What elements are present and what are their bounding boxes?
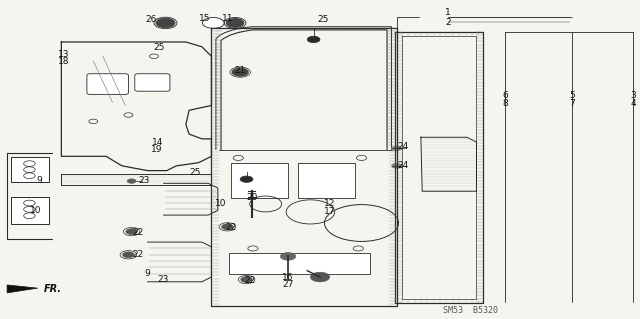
- Circle shape: [127, 179, 136, 183]
- Text: 22: 22: [225, 223, 236, 232]
- Bar: [298, 163, 355, 197]
- Text: 18: 18: [58, 57, 69, 66]
- Text: 22: 22: [132, 228, 143, 237]
- Text: 11: 11: [221, 14, 233, 23]
- Text: 9: 9: [36, 176, 42, 185]
- Circle shape: [240, 176, 253, 182]
- Text: 27: 27: [282, 280, 294, 289]
- Circle shape: [392, 163, 402, 168]
- Circle shape: [226, 19, 244, 27]
- Text: 10: 10: [215, 199, 227, 208]
- Text: 12: 12: [324, 199, 335, 208]
- Text: 22: 22: [244, 276, 255, 285]
- Circle shape: [392, 146, 402, 151]
- Bar: [229, 253, 370, 274]
- Bar: [230, 163, 288, 197]
- Text: 4: 4: [630, 100, 636, 108]
- Text: 10: 10: [30, 206, 42, 215]
- Circle shape: [232, 68, 248, 76]
- Text: 23: 23: [158, 275, 169, 284]
- Text: FR.: FR.: [44, 284, 62, 294]
- Text: 25: 25: [154, 43, 164, 52]
- Text: 22: 22: [132, 250, 143, 259]
- FancyBboxPatch shape: [11, 157, 49, 182]
- Text: 15: 15: [199, 14, 211, 23]
- Text: 7: 7: [570, 100, 575, 108]
- Text: 23: 23: [139, 176, 150, 185]
- Text: 19: 19: [152, 145, 163, 154]
- Text: 1: 1: [445, 8, 451, 17]
- Text: 3: 3: [630, 92, 636, 100]
- Text: 5: 5: [570, 92, 575, 100]
- Circle shape: [204, 19, 222, 27]
- Text: 21: 21: [234, 66, 246, 75]
- Circle shape: [126, 229, 138, 234]
- Text: 25: 25: [317, 15, 329, 24]
- Circle shape: [241, 277, 252, 282]
- Text: 2: 2: [445, 18, 451, 27]
- Text: 14: 14: [152, 137, 163, 146]
- Text: 17: 17: [324, 207, 335, 216]
- Circle shape: [156, 18, 175, 28]
- Text: 25: 25: [190, 168, 201, 177]
- Text: 24: 24: [397, 142, 409, 151]
- Text: 24: 24: [397, 161, 409, 170]
- FancyBboxPatch shape: [135, 74, 170, 91]
- Text: SM53  B5320: SM53 B5320: [443, 306, 497, 315]
- Text: 16: 16: [282, 272, 294, 281]
- FancyBboxPatch shape: [11, 197, 49, 224]
- Circle shape: [310, 272, 330, 282]
- Text: 9: 9: [145, 269, 150, 278]
- Polygon shape: [7, 285, 38, 293]
- FancyBboxPatch shape: [87, 74, 129, 94]
- Circle shape: [307, 36, 320, 43]
- Circle shape: [280, 253, 296, 260]
- Circle shape: [123, 252, 134, 258]
- Circle shape: [221, 224, 233, 230]
- Text: 26: 26: [145, 15, 156, 24]
- Text: 13: 13: [58, 50, 69, 59]
- Text: 6: 6: [502, 92, 508, 100]
- Text: 8: 8: [502, 100, 508, 108]
- Text: 20: 20: [246, 193, 257, 202]
